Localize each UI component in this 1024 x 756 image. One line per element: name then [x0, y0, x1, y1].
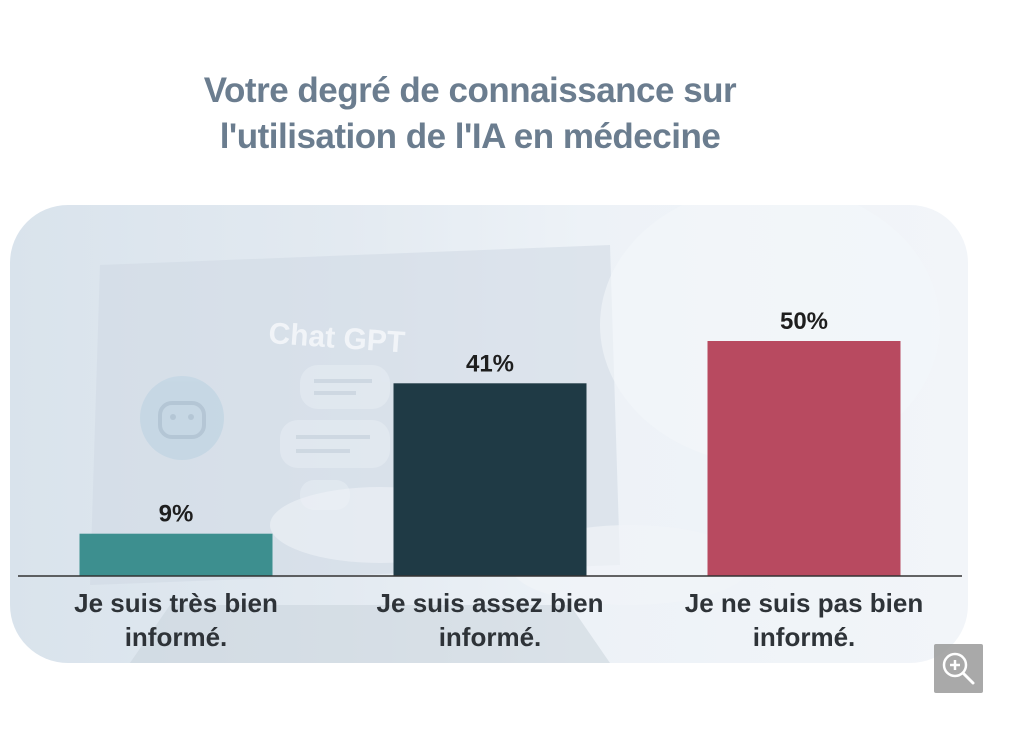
zoom-button[interactable] — [934, 644, 983, 693]
category-label-3: Je ne suis pas bien informé. — [654, 586, 954, 654]
category-label-1-line-1: Je suis très bien — [74, 588, 278, 618]
bar-1 — [79, 533, 273, 576]
category-label-2: Je suis assez bien informé. — [340, 586, 640, 654]
category-label-2-line-2: informé. — [438, 622, 542, 652]
bar-3 — [707, 341, 901, 576]
robot-icon — [140, 376, 224, 460]
category-label-1-line-2: informé. — [124, 622, 228, 652]
data-label-3: 50% — [780, 308, 828, 335]
data-label-1: 9% — [159, 501, 194, 528]
chart-title-line-2: l'utilisation de l'IA en médecine — [219, 117, 721, 156]
category-label-3-line-2: informé. — [752, 622, 856, 652]
zoom-in-icon — [942, 652, 975, 685]
bar-2 — [393, 383, 587, 576]
category-label-3-line-1: Je ne suis pas bien — [684, 588, 924, 618]
data-label-2: 41% — [466, 350, 514, 377]
chart-title-line-1: Votre degré de connaissance sur — [203, 71, 737, 110]
category-label-1: Je suis très bien informé. — [26, 586, 326, 654]
chart-title: Votre degré de connaissance sur l'utilis… — [0, 68, 940, 160]
category-label-2-line-1: Je suis assez bien — [376, 588, 604, 618]
